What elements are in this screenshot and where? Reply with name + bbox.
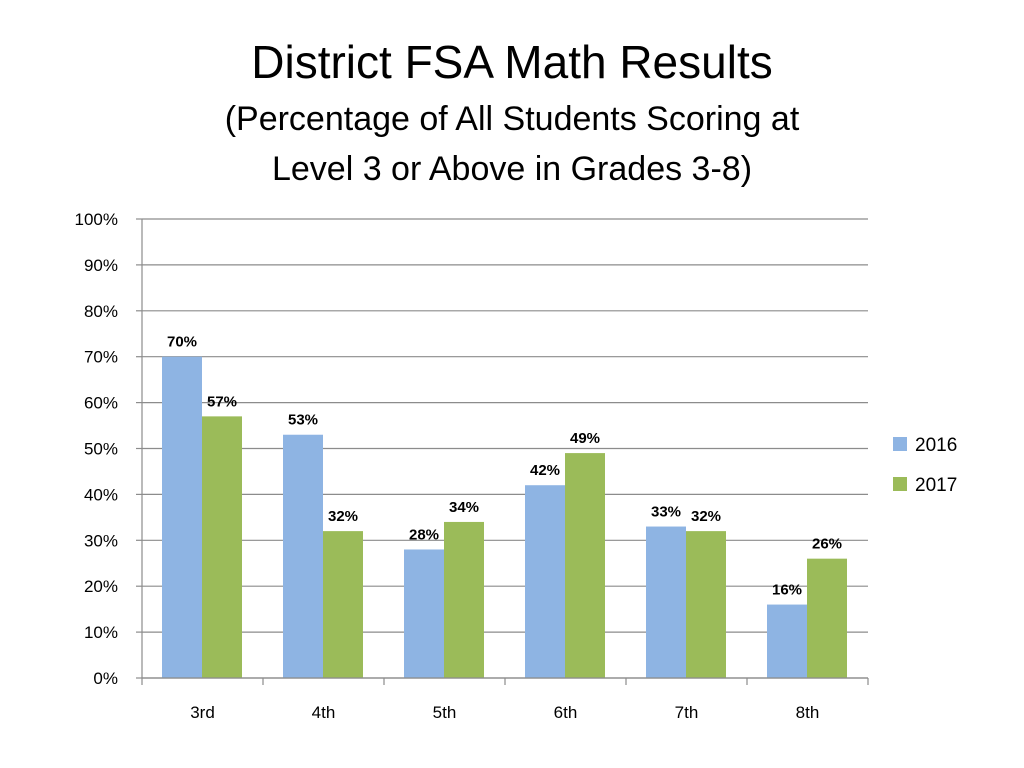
bar xyxy=(404,549,444,678)
bar xyxy=(807,558,847,678)
bar xyxy=(202,416,242,678)
bar xyxy=(565,453,605,678)
legend-swatch xyxy=(893,477,907,491)
chart-title: District FSA Math Results xyxy=(251,36,773,88)
data-label: 32% xyxy=(691,508,721,525)
bar xyxy=(525,485,565,678)
y-tick-label: 20% xyxy=(84,577,118,596)
bar xyxy=(162,356,202,678)
legend-swatch xyxy=(893,437,907,451)
data-label: 53% xyxy=(288,412,318,429)
chart-subtitle-line-1: (Percentage of All Students Scoring at xyxy=(224,100,800,138)
y-tick-label: 10% xyxy=(84,623,118,642)
x-tick-label: 5th xyxy=(433,703,457,722)
x-tick-label: 6th xyxy=(554,703,578,722)
x-tick-label: 7th xyxy=(675,703,699,722)
y-tick-label: 80% xyxy=(84,302,118,321)
data-label: 34% xyxy=(449,499,479,516)
bar xyxy=(646,526,686,678)
x-tick-label: 4th xyxy=(312,703,336,722)
y-tick-label: 60% xyxy=(84,394,118,413)
bar xyxy=(323,531,363,678)
bar xyxy=(686,531,726,678)
legend-label: 2017 xyxy=(915,475,957,496)
data-label: 49% xyxy=(570,430,600,447)
chart-title-block: District FSA Math Results (Percentage of… xyxy=(0,30,1024,194)
x-tick-label: 8th xyxy=(796,703,820,722)
bar xyxy=(767,604,807,678)
y-tick-label: 0% xyxy=(93,669,118,688)
y-tick-label: 70% xyxy=(84,348,118,367)
data-label: 57% xyxy=(207,393,237,410)
data-label: 16% xyxy=(772,582,802,599)
data-label: 28% xyxy=(409,526,439,543)
x-tick-label: 3rd xyxy=(190,703,215,722)
data-label: 42% xyxy=(530,462,560,479)
data-label: 70% xyxy=(167,334,197,351)
y-tick-label: 50% xyxy=(84,440,118,459)
y-tick-label: 30% xyxy=(84,531,118,550)
bar xyxy=(444,521,484,678)
data-label: 33% xyxy=(651,504,681,521)
y-tick-label: 90% xyxy=(84,256,118,275)
data-label: 26% xyxy=(812,536,842,553)
bar xyxy=(283,434,323,678)
data-label: 32% xyxy=(328,508,358,525)
legend-label: 2016 xyxy=(915,435,957,456)
chart-subtitle-line-2: Level 3 or Above in Grades 3-8) xyxy=(271,150,753,188)
y-tick-label: 100% xyxy=(75,210,118,229)
y-tick-label: 40% xyxy=(84,485,118,504)
